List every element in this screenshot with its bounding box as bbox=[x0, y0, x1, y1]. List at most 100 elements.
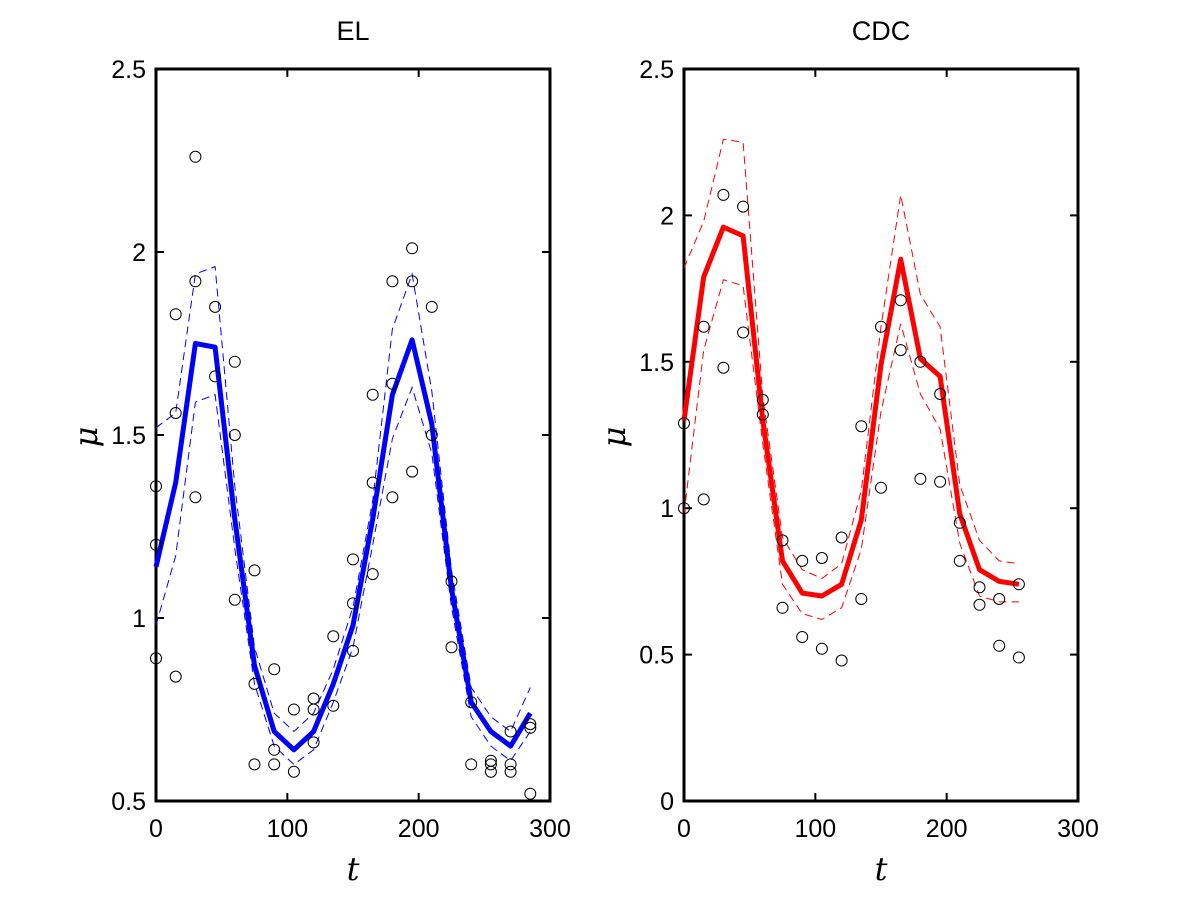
cdc-data-point bbox=[953, 516, 966, 529]
el-lower-band-line bbox=[155, 385, 531, 766]
el-data-point bbox=[287, 703, 300, 716]
el-data-point bbox=[445, 575, 458, 588]
el-data-point bbox=[307, 692, 320, 705]
cdc-data-point bbox=[1012, 651, 1025, 664]
el-data-point bbox=[347, 553, 359, 566]
cdc-data-point bbox=[953, 554, 966, 567]
cdc-x-tick-label: 200 bbox=[926, 815, 968, 843]
el-y-tick-label: 2.5 bbox=[111, 56, 146, 84]
el-data-point bbox=[248, 564, 261, 577]
cdc-lower-band-line bbox=[683, 279, 1019, 621]
el-data-point bbox=[189, 150, 202, 163]
cdc-title: CDC bbox=[852, 16, 911, 46]
el-data-point bbox=[248, 758, 261, 771]
el-y-tick-label: 2 bbox=[132, 239, 146, 267]
el-data-point bbox=[386, 491, 399, 504]
el-y-axis-label: μ bbox=[67, 427, 105, 448]
el-y-tick-label: 1.5 bbox=[111, 422, 146, 450]
el-data-point bbox=[425, 300, 438, 313]
el-axes-box bbox=[154, 67, 552, 803]
el-data-point bbox=[504, 758, 517, 771]
el-title: EL bbox=[336, 16, 369, 46]
el-subplot: EL t μ 0 100 200 300 0.5 1 1.5 2 2.5 bbox=[67, 16, 571, 888]
el-data-point bbox=[504, 725, 517, 738]
cdc-y-tick-label: 0.5 bbox=[639, 642, 674, 670]
cdc-x-tick-label: 100 bbox=[794, 815, 836, 843]
el-data-point bbox=[406, 275, 419, 288]
el-data-point bbox=[484, 758, 497, 771]
cdc-data-point bbox=[776, 534, 789, 547]
el-data-point bbox=[228, 429, 241, 441]
cdc-y-tick-label: 1 bbox=[660, 495, 674, 523]
el-data-point bbox=[484, 765, 497, 778]
el-data-point bbox=[366, 568, 379, 581]
cdc-data-point bbox=[756, 408, 769, 421]
el-y-tick-label: 1 bbox=[132, 605, 146, 633]
cdc-data-point bbox=[678, 417, 690, 430]
cdc-data-point bbox=[815, 552, 828, 564]
cdc-y-tick-label: 0 bbox=[660, 788, 674, 816]
el-data-point bbox=[248, 677, 261, 690]
cdc-data-point bbox=[835, 531, 848, 544]
cdc-data-point bbox=[697, 320, 710, 333]
el-data-point bbox=[465, 758, 478, 771]
el-data-point bbox=[386, 275, 399, 288]
el-data-point bbox=[327, 699, 340, 712]
cdc-data-point bbox=[717, 361, 730, 374]
el-y-tick-label: 0.5 bbox=[111, 788, 146, 816]
cdc-data-point bbox=[737, 326, 750, 339]
el-data-point bbox=[209, 300, 222, 313]
el-data-point bbox=[228, 593, 241, 606]
el-data-point bbox=[268, 663, 281, 676]
cdc-mean-line bbox=[681, 224, 1020, 599]
el-data-point bbox=[268, 758, 281, 771]
el-data-point bbox=[504, 765, 517, 778]
cdc-y-axis-label: μ bbox=[595, 427, 633, 448]
cdc-subplot: CDC t μ 0 100 200 300 0 0.5 1 1.5 2 2.5 bbox=[595, 16, 1099, 888]
el-x-axis-label: t bbox=[347, 850, 360, 888]
el-data-point bbox=[189, 491, 202, 504]
el-x-tick-label: 100 bbox=[266, 815, 308, 843]
cdc-data-point bbox=[875, 320, 887, 333]
el-data-point bbox=[307, 736, 320, 749]
el-upper-band-line bbox=[155, 265, 531, 733]
el-data-point bbox=[524, 787, 537, 800]
cdc-x-tick-label: 0 bbox=[677, 815, 691, 843]
cdc-data-point bbox=[776, 601, 789, 614]
el-data-point bbox=[169, 670, 182, 683]
cdc-data-point bbox=[914, 472, 927, 485]
cdc-data-point bbox=[835, 654, 848, 667]
cdc-data-point bbox=[756, 393, 769, 406]
cdc-data-point bbox=[717, 188, 730, 201]
cdc-data-point bbox=[855, 420, 868, 433]
el-data-point bbox=[150, 652, 162, 665]
el-data-point bbox=[347, 597, 359, 610]
cdc-data-point bbox=[973, 581, 986, 594]
el-data-point bbox=[169, 308, 182, 321]
el-data-point bbox=[524, 721, 537, 734]
el-mean-line bbox=[153, 337, 533, 753]
cdc-data-point bbox=[894, 344, 907, 357]
el-data-point bbox=[228, 355, 241, 368]
el-data-point bbox=[169, 407, 182, 419]
cdc-data-point bbox=[973, 598, 986, 611]
el-data-point bbox=[150, 538, 162, 551]
el-data-point bbox=[287, 765, 300, 778]
el-data-point bbox=[445, 641, 458, 654]
el-data-point bbox=[425, 429, 438, 441]
el-data-point bbox=[150, 480, 162, 493]
el-data-point bbox=[268, 743, 281, 756]
el-x-tick-label: 300 bbox=[529, 815, 571, 843]
cdc-data-point bbox=[875, 481, 887, 494]
cdc-data-point bbox=[993, 639, 1006, 652]
el-data-point bbox=[189, 275, 202, 288]
el-data-point bbox=[366, 388, 379, 401]
el-data-point bbox=[327, 630, 340, 643]
cdc-upper-band-line bbox=[683, 138, 1019, 580]
cdc-data-point bbox=[993, 593, 1006, 605]
cdc-data-point bbox=[737, 200, 750, 213]
el-data-point bbox=[524, 718, 537, 731]
cdc-y-tick-label: 1.5 bbox=[639, 349, 674, 377]
cdc-data-point bbox=[697, 493, 710, 506]
